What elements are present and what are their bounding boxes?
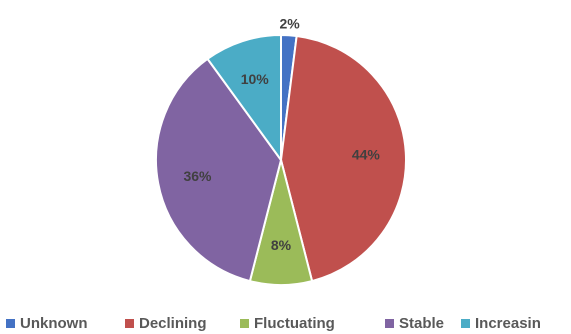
legend-item-stable: Stable (385, 315, 444, 332)
legend-item-declining: Declining (125, 315, 207, 332)
legend: Unknown Declining Fluctuating Stable Increas… (6, 315, 541, 332)
data-label-declining: 44% (352, 147, 381, 163)
data-label-fluctuating: 8% (271, 237, 292, 253)
legend-swatch-stable (385, 319, 394, 328)
legend-swatch-unknown (6, 319, 15, 328)
data-label-increasin: 10% (241, 71, 270, 87)
legend-label-declining: Declining (139, 315, 207, 332)
data-label-unknown: 2% (279, 15, 300, 31)
legend-label-unknown: Unknown (20, 315, 88, 332)
legend-swatch-increasin (461, 319, 470, 328)
legend-item-unknown: Unknown (6, 315, 88, 332)
legend-label-stable: Stable (399, 315, 444, 332)
legend-item-fluctuating: Fluctuating (240, 315, 335, 332)
legend-item-increasin: Increasin (461, 315, 541, 332)
legend-swatch-fluctuating (240, 319, 249, 328)
legend-label-increasin: Increasin (475, 315, 541, 332)
data-label-stable: 36% (183, 168, 212, 184)
legend-swatch-declining (125, 319, 134, 328)
legend-label-fluctuating: Fluctuating (254, 315, 335, 332)
